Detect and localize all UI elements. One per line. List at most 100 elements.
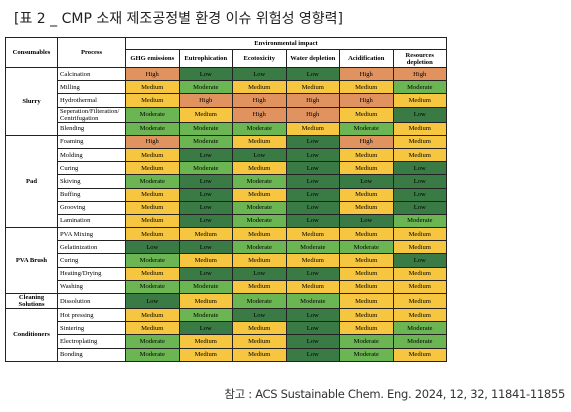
level-cell: Low bbox=[285, 200, 340, 215]
level-cell: Medium bbox=[178, 227, 233, 242]
level-cell: Low bbox=[285, 66, 340, 82]
level-cell: Low bbox=[125, 293, 180, 309]
level-cell: Low bbox=[392, 161, 447, 176]
level-cell: Low bbox=[178, 200, 233, 215]
process-cell: Hydrothermal bbox=[57, 93, 126, 108]
level-cell: Moderate bbox=[178, 121, 233, 136]
level-cell: Medium bbox=[232, 279, 287, 295]
level-cell: Medium bbox=[125, 200, 180, 215]
header-cell: Consumables bbox=[5, 37, 58, 68]
level-cell: Medium bbox=[178, 347, 233, 362]
table-row: Electroplating Moderate Medium Medium Low Mod… bbox=[6, 334, 447, 349]
level-cell: Medium bbox=[339, 307, 394, 323]
level-cell: High bbox=[232, 93, 287, 108]
level-cell: Low bbox=[285, 334, 340, 349]
level-cell: Medium bbox=[125, 266, 180, 281]
table-row: Grooving Medium Low Moderate Low Medium Low bbox=[6, 200, 447, 215]
title: [표 2 _ CMP 소재 제조공정별 환경 이슈 위험성 영향력] bbox=[14, 11, 344, 27]
level-cell: Medium bbox=[392, 134, 447, 149]
level-cell: Moderate bbox=[339, 347, 394, 362]
level-cell: High bbox=[125, 134, 180, 149]
level-cell: Low bbox=[232, 66, 287, 82]
table-row: Bonding Moderate Medium Medium Low Moderate Me… bbox=[6, 347, 447, 362]
level-cell: Medium bbox=[232, 187, 287, 202]
table-row: Molding Medium Low Low Low Medium Medium bbox=[6, 147, 447, 163]
level-cell: Moderate bbox=[392, 334, 447, 349]
table-row: Seperation/Filteration/ Centrifugation Mo… bbox=[6, 106, 447, 123]
table-row: Buffing Medium Low Medium Low Medium Low bbox=[6, 187, 447, 202]
level-cell: Medium bbox=[339, 253, 394, 268]
level-cell: Moderate bbox=[232, 293, 287, 309]
level-cell: Moderate bbox=[339, 240, 394, 255]
level-cell: Moderate bbox=[232, 240, 287, 255]
level-cell: Moderate bbox=[232, 213, 287, 229]
process-cell: Curing bbox=[57, 253, 126, 268]
level-cell: Medium bbox=[339, 80, 394, 95]
level-cell: Medium bbox=[125, 80, 180, 95]
level-cell: Moderate bbox=[285, 240, 340, 255]
level-cell: Medium bbox=[285, 279, 340, 295]
process-cell: Blending bbox=[57, 121, 126, 136]
level-cell: Medium bbox=[392, 266, 447, 281]
level-cell: Low bbox=[232, 307, 287, 323]
level-cell: Low bbox=[125, 240, 180, 255]
level-cell: Medium bbox=[285, 80, 340, 95]
level-cell: Medium bbox=[339, 266, 394, 281]
level-cell: Medium bbox=[125, 307, 180, 323]
level-cell: Low bbox=[178, 240, 233, 255]
process-cell: Grooving bbox=[57, 200, 126, 215]
header-cell: Resources depletion bbox=[392, 49, 447, 68]
table-row: Heating/Drying Medium Low Low Low Medium Mediu… bbox=[6, 266, 447, 281]
process-cell: Curing bbox=[57, 161, 126, 176]
process-cell: Skiving bbox=[57, 174, 126, 189]
consumable-cell: Conditioners bbox=[5, 308, 58, 362]
consumable-cell: Cleaning Solutions bbox=[5, 293, 58, 309]
level-cell: Moderate bbox=[339, 121, 394, 136]
header-row: Consumables Process Environmental impact bbox=[5, 37, 447, 68]
level-cell: Low bbox=[178, 213, 233, 229]
table-row: Slurry Calcination High Low Low Low High High bbox=[5, 66, 447, 136]
level-cell: Low bbox=[178, 174, 233, 189]
level-cell: Medium bbox=[392, 307, 447, 323]
level-cell: Moderate bbox=[125, 279, 180, 295]
level-cell: Low bbox=[285, 134, 340, 149]
level-cell: Low bbox=[285, 213, 340, 229]
level-cell: High bbox=[125, 66, 180, 82]
level-cell: Medium bbox=[339, 279, 394, 295]
level-cell: Medium bbox=[178, 106, 233, 123]
level-cell: High bbox=[178, 93, 233, 108]
level-cell: Low bbox=[392, 200, 447, 215]
process-cell: Foaming bbox=[57, 134, 126, 149]
level-cell: Medium bbox=[232, 334, 287, 349]
process-cell: Washing bbox=[57, 279, 126, 295]
header-cell: Acidification bbox=[339, 49, 394, 68]
level-cell: Low bbox=[339, 174, 394, 189]
level-cell: Low bbox=[285, 187, 340, 202]
level-cell: High bbox=[285, 93, 340, 108]
level-cell: Medium bbox=[125, 147, 180, 163]
table-row: Skiving Moderate Low Moderate Low Low Low bbox=[6, 174, 447, 189]
table-row: Washing Moderate Moderate Medium Medium Mediu… bbox=[6, 279, 447, 295]
level-cell: Medium bbox=[125, 93, 180, 108]
table-row: Hydrothermal Medium High High High High Medium bbox=[6, 93, 447, 108]
consumable-cell: Slurry bbox=[5, 67, 58, 136]
consumable-cell: PVA Brush bbox=[5, 227, 58, 294]
level-cell: Moderate bbox=[125, 106, 180, 123]
process-cell: Hot pressing bbox=[57, 307, 126, 323]
table-row: Milling Medium Moderate Medium Medium Medium M… bbox=[6, 80, 447, 95]
source-note: 참고 : ACS Sustainable Chem. Eng. 2024, 12… bbox=[224, 387, 565, 401]
level-cell: High bbox=[339, 66, 394, 82]
level-cell: Low bbox=[392, 106, 447, 123]
level-cell: Medium bbox=[232, 321, 287, 336]
table-row: Sintering Medium Low Medium Low Medium Moderat… bbox=[6, 321, 447, 336]
level-cell: Low bbox=[285, 161, 340, 176]
process-cell: Calcination bbox=[57, 66, 126, 82]
level-cell: Low bbox=[178, 147, 233, 163]
level-cell: Low bbox=[285, 147, 340, 163]
level-cell: Low bbox=[285, 174, 340, 189]
level-cell: Moderate bbox=[232, 174, 287, 189]
level-cell: Medium bbox=[392, 240, 447, 255]
level-cell: Medium bbox=[285, 253, 340, 268]
table-row: Conditioners Hot pressing Medium Moderate Lo… bbox=[5, 307, 447, 362]
level-cell: High bbox=[339, 134, 394, 149]
